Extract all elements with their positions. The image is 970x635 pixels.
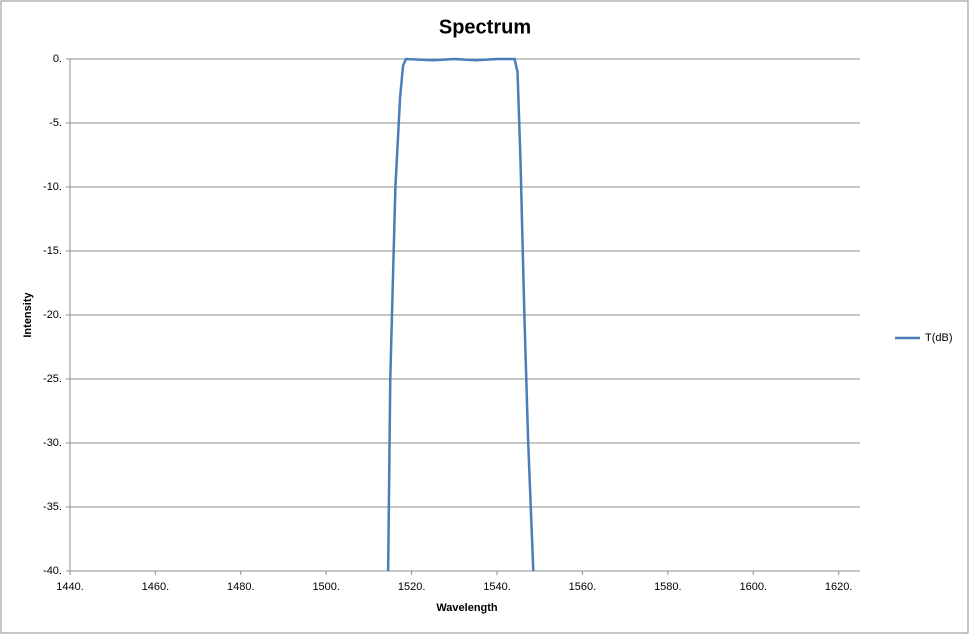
x-tick-label: 1520. — [398, 581, 426, 593]
x-tick-label: 1500. — [312, 581, 340, 593]
x-tick-label: 1540. — [483, 581, 511, 593]
y-tick-label: -35. — [43, 501, 62, 513]
x-tick-label: 1440. — [56, 581, 84, 593]
y-tick-label: -20. — [43, 309, 62, 321]
x-tick-label: 1560. — [569, 581, 597, 593]
x-tick-label: 1580. — [654, 581, 682, 593]
y-tick-label: -40. — [43, 565, 62, 577]
x-tick-label: 1480. — [227, 581, 255, 593]
y-tick-label: -5. — [49, 117, 62, 129]
x-tick-label: 1620. — [825, 581, 853, 593]
x-axis-title: Wavelength — [436, 602, 498, 614]
x-tick-label: 1600. — [739, 581, 767, 593]
x-tick-label: 1460. — [142, 581, 170, 593]
series-line — [386, 57, 535, 572]
y-tick-label: -15. — [43, 245, 62, 257]
y-tick-label: -30. — [43, 437, 62, 449]
chart-title: Spectrum — [439, 16, 531, 38]
legend-label: T(dB) — [925, 332, 953, 344]
y-tick-label: 0. — [53, 53, 62, 65]
y-axis-title: Intensity — [22, 292, 34, 338]
y-tick-label: -25. — [43, 373, 62, 385]
y-tick-label: -10. — [43, 181, 62, 193]
